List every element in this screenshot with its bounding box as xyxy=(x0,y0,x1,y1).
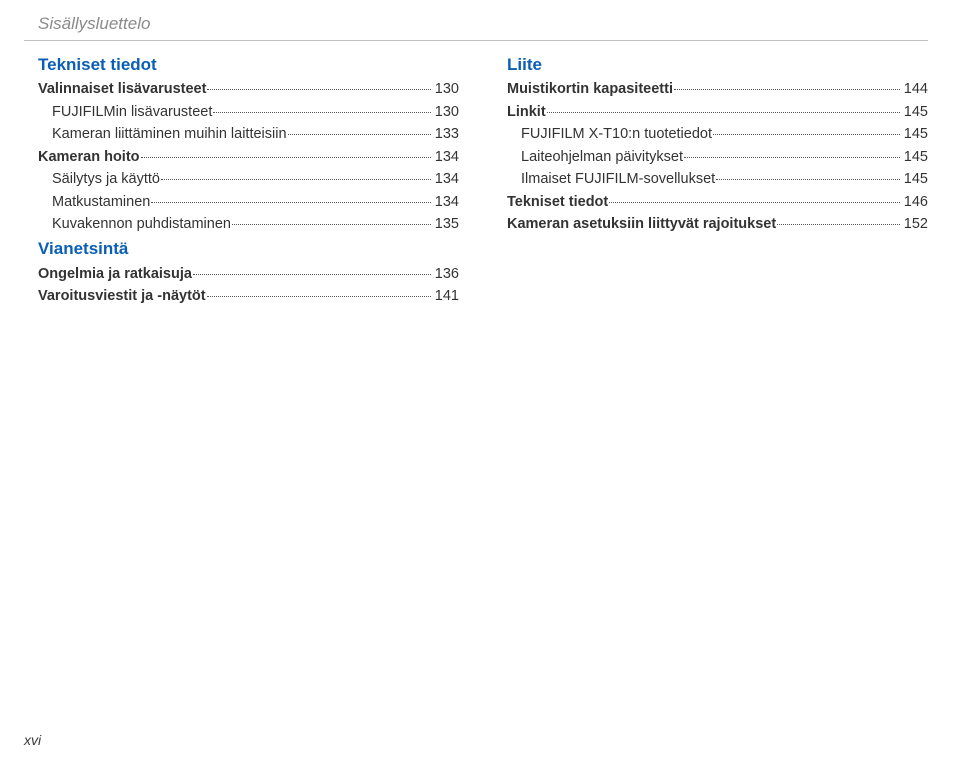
right-column: Liite Muistikortin kapasiteetti 144 Link… xyxy=(493,51,928,308)
toc-entry: FUJIFILM X-T10:n tuotetiedot 145 xyxy=(493,123,928,145)
toc-label: Kameran hoito xyxy=(38,146,140,168)
toc-entry: Varoitusviestit ja -näytöt 141 xyxy=(24,285,459,307)
leader-dots xyxy=(232,224,431,225)
toc-page-number: 141 xyxy=(433,285,459,307)
toc-entry: Valinnaiset lisävarusteet 130 xyxy=(24,78,459,100)
toc-label: Ongelmia ja ratkaisuja xyxy=(38,263,192,285)
toc-entry: Matkustaminen 134 xyxy=(24,191,459,213)
toc-entry: Laiteohjelman päivitykset 145 xyxy=(493,146,928,168)
section-title: Tekniset tiedot xyxy=(24,51,459,78)
toc-columns: Tekniset tiedot Valinnaiset lisävarustee… xyxy=(24,51,928,308)
toc-label: FUJIFILM X-T10:n tuotetiedot xyxy=(521,123,712,145)
toc-label: Laiteohjelman päivitykset xyxy=(521,146,683,168)
page-folio: xvi xyxy=(24,732,41,748)
leader-dots xyxy=(713,134,900,135)
leader-dots xyxy=(193,274,431,275)
toc-page-number: 146 xyxy=(902,191,928,213)
toc-label: Matkustaminen xyxy=(52,191,150,213)
toc-page-number: 135 xyxy=(433,213,459,235)
toc-entry: Tekniset tiedot 146 xyxy=(493,191,928,213)
leader-dots xyxy=(547,112,900,113)
leader-dots xyxy=(207,89,430,90)
leader-dots xyxy=(141,157,431,158)
toc-page-number: 145 xyxy=(902,168,928,190)
toc-page-number: 145 xyxy=(902,146,928,168)
toc-entry: Kameran asetuksiin liittyvät rajoitukset… xyxy=(493,213,928,235)
toc-label: Kameran asetuksiin liittyvät rajoitukset xyxy=(507,213,776,235)
toc-entry: Säilytys ja käyttö 134 xyxy=(24,168,459,190)
toc-entry: Kameran hoito 134 xyxy=(24,146,459,168)
toc-page-number: 130 xyxy=(433,78,459,100)
toc-label: Säilytys ja käyttö xyxy=(52,168,160,190)
toc-page: Sisällysluettelo Tekniset tiedot Valinna… xyxy=(0,0,960,762)
leader-dots xyxy=(674,89,900,90)
toc-page-number: 134 xyxy=(433,146,459,168)
toc-label: Muistikortin kapasiteetti xyxy=(507,78,673,100)
toc-entry: Muistikortin kapasiteetti 144 xyxy=(493,78,928,100)
page-header: Sisällysluettelo xyxy=(24,14,928,41)
toc-entry: Linkit 145 xyxy=(493,101,928,123)
leader-dots xyxy=(716,179,900,180)
leader-dots xyxy=(161,179,431,180)
toc-label: Valinnaiset lisävarusteet xyxy=(38,78,206,100)
leader-dots xyxy=(288,134,431,135)
toc-page-number: 152 xyxy=(902,213,928,235)
toc-page-number: 144 xyxy=(902,78,928,100)
toc-label: FUJIFILMin lisävarusteet xyxy=(52,101,212,123)
leader-dots xyxy=(684,157,900,158)
leader-dots xyxy=(207,296,431,297)
toc-page-number: 145 xyxy=(902,101,928,123)
leader-dots xyxy=(213,112,430,113)
toc-entry: Kuvakennon puhdistaminen 135 xyxy=(24,213,459,235)
toc-page-number: 136 xyxy=(433,263,459,285)
toc-entry: Ongelmia ja ratkaisuja 136 xyxy=(24,263,459,285)
left-column: Tekniset tiedot Valinnaiset lisävarustee… xyxy=(24,51,459,308)
leader-dots xyxy=(151,202,430,203)
leader-dots xyxy=(609,202,900,203)
toc-label: Varoitusviestit ja -näytöt xyxy=(38,285,206,307)
toc-page-number: 134 xyxy=(433,191,459,213)
toc-page-number: 133 xyxy=(433,123,459,145)
toc-page-number: 145 xyxy=(902,123,928,145)
toc-label: Tekniset tiedot xyxy=(507,191,608,213)
leader-dots xyxy=(777,224,900,225)
section-title: Vianetsintä xyxy=(24,235,459,262)
toc-entry: FUJIFILMin lisävarusteet 130 xyxy=(24,101,459,123)
toc-page-number: 130 xyxy=(433,101,459,123)
toc-label: Kameran liittäminen muihin laitteisiin xyxy=(52,123,287,145)
toc-label: Ilmaiset FUJIFILM-sovellukset xyxy=(521,168,715,190)
toc-page-number: 134 xyxy=(433,168,459,190)
toc-label: Kuvakennon puhdistaminen xyxy=(52,213,231,235)
section-title: Liite xyxy=(493,51,928,78)
toc-entry: Kameran liittäminen muihin laitteisiin 1… xyxy=(24,123,459,145)
toc-label: Linkit xyxy=(507,101,546,123)
toc-entry: Ilmaiset FUJIFILM-sovellukset 145 xyxy=(493,168,928,190)
